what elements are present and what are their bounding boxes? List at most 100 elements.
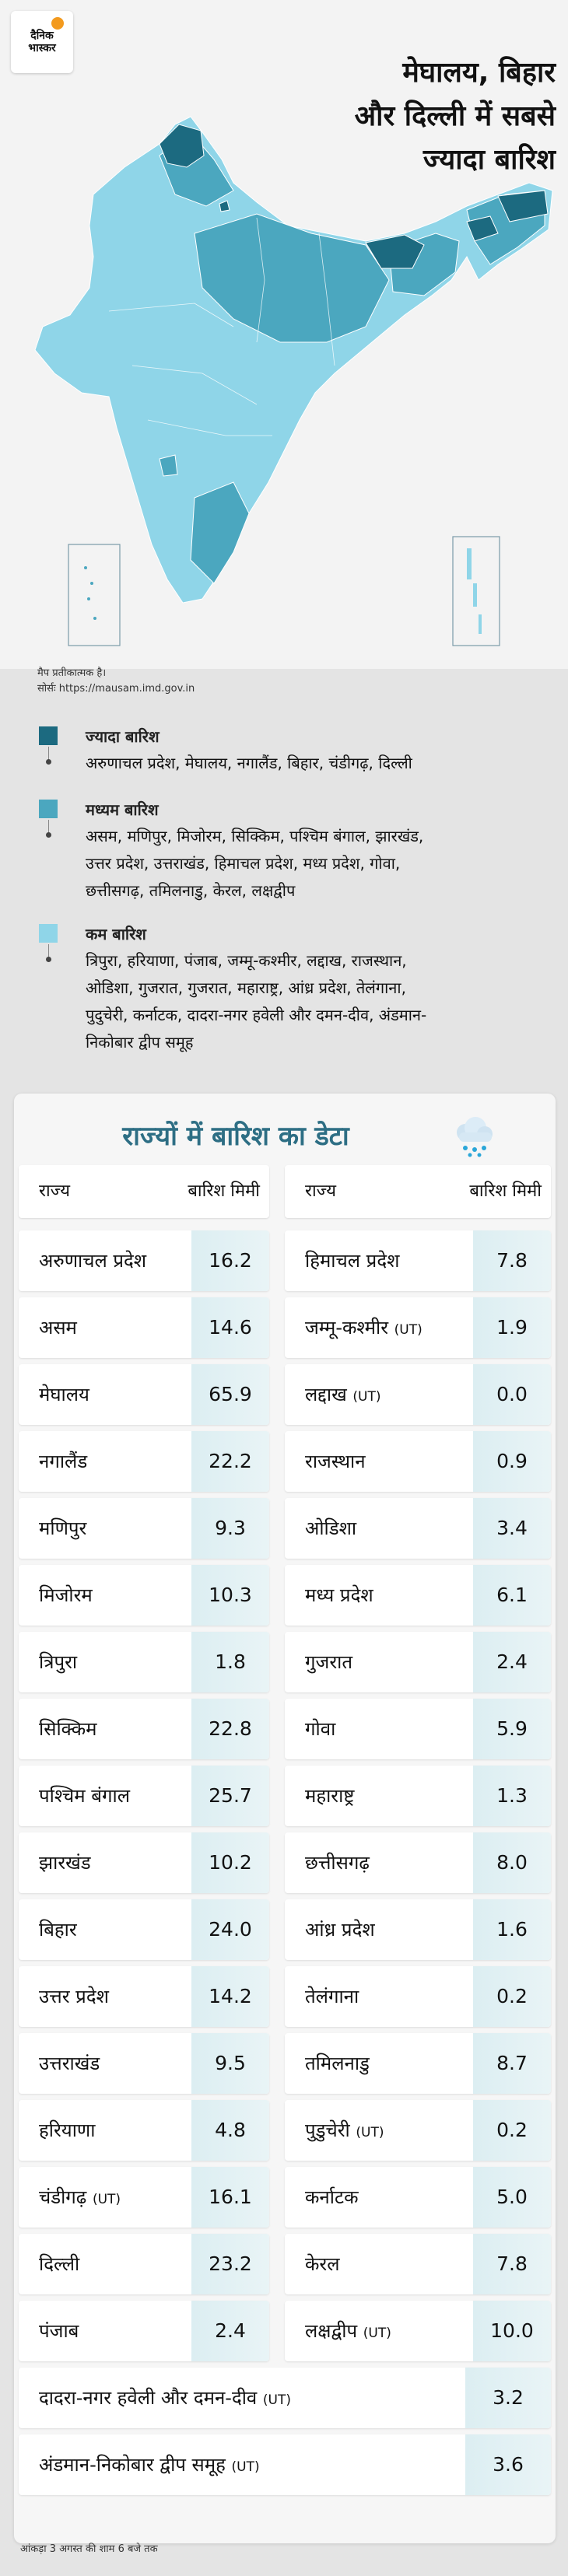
table-row: नगालैंड 22.2 <box>19 1431 269 1492</box>
header-rain: बारिश मिमी <box>188 1181 260 1201</box>
state-label: हिमाचल प्रदेश <box>305 1250 400 1272</box>
table-row: मेघालय 65.9 <box>19 1364 269 1425</box>
state-name: असम <box>39 1316 77 1339</box>
state-label: अरुणाचल प्रदेश <box>39 1250 147 1272</box>
rain-value: 24.0 <box>191 1899 269 1960</box>
table-row: पुडुचेरी (UT) 0.2 <box>285 2100 551 2161</box>
rain-value: 8.7 <box>473 2033 551 2094</box>
brand-line-2: भास्कर <box>28 42 56 54</box>
table-row: मणिपुर 9.3 <box>19 1498 269 1559</box>
state-name: चंडीगढ़ (UT) <box>39 2186 121 2211</box>
rainfall-data-card: राज्यों में बारिश का डेटा राज्य बारिश मि… <box>14 1094 556 2543</box>
state-name: बिहार <box>39 1918 77 1941</box>
bullet-icon <box>46 957 51 962</box>
map-region-central <box>194 213 390 343</box>
state-name: मध्य प्रदेश <box>305 1584 373 1607</box>
rain-cloud-icon <box>457 1117 493 1157</box>
table-row: झारखंड 10.2 <box>19 1832 269 1893</box>
bullet-icon <box>46 832 51 838</box>
legend-text: पुदुचेरी, कर्नाटक, दादरा-नगर हवेली और दम… <box>86 1006 427 1024</box>
header-state: राज्य <box>305 1181 337 1201</box>
legend-text: उत्तर प्रदेश, उत्तराखंड, हिमाचल प्रदेश, … <box>86 854 401 873</box>
state-name: जम्मू-कश्मीर (UT) <box>305 1316 422 1342</box>
state-label: कर्नाटक <box>305 2186 359 2208</box>
rain-value: 10.2 <box>191 1832 269 1893</box>
state-label: ओडिशा <box>305 1517 357 1539</box>
state-name: ओडिशा <box>305 1517 356 1540</box>
lakshadweep-box <box>68 544 121 646</box>
state-label: पश्चिम बंगाल <box>39 1785 130 1807</box>
state-label: चंडीगढ़ <box>39 2186 87 2208</box>
rain-value: 9.3 <box>191 1498 269 1559</box>
state-label: मिजोरम <box>39 1584 93 1606</box>
table-row: चंडीगढ़ (UT) 16.1 <box>19 2167 269 2228</box>
ut-tag: (UT) <box>92 2192 121 2207</box>
rain-value: 0.2 <box>473 2100 551 2161</box>
state-name: दादरा-नगर हवेली और दमन-दीव (UT) <box>39 2386 291 2412</box>
rain-value: 5.9 <box>473 1699 551 1759</box>
table-row: कर्नाटक 5.0 <box>285 2167 551 2228</box>
state-name: केरल <box>305 2252 340 2276</box>
table-row: हिमाचल प्रदेश 7.8 <box>285 1230 551 1291</box>
headline-line-2: और दिल्ली में सबसे <box>354 100 556 132</box>
table-row: उत्तर प्रदेश 14.2 <box>19 1966 269 2027</box>
legend-text: त्रिपुरा, हरियाणा, पंजाब, जम्मू-कश्मीर, … <box>86 951 407 970</box>
table-row: हरियाणा 4.8 <box>19 2100 269 2161</box>
state-label: महाराष्ट्र <box>305 1785 355 1807</box>
state-label: पुडुचेरी <box>305 2119 350 2141</box>
state-name: पश्चिम बंगाल <box>39 1784 130 1808</box>
state-name: राजस्थान <box>305 1450 366 1473</box>
state-label: लद्दाख <box>305 1384 347 1405</box>
table-row: आंध्र प्रदेश 1.6 <box>285 1899 551 1960</box>
map-disclaimer: मैप प्रतीकात्मक है। <box>37 667 107 679</box>
legend-text: ओडिशा, गुजरात, गुजरात, महाराष्ट्र, आंध्र… <box>86 978 406 997</box>
state-name: पुडुचेरी (UT) <box>305 2119 384 2144</box>
table-row: पश्चिम बंगाल 25.7 <box>19 1766 269 1826</box>
state-label: उत्तराखंड <box>39 2053 100 2074</box>
state-name: महाराष्ट्र <box>305 1784 354 1808</box>
rain-value: 22.8 <box>191 1699 269 1759</box>
state-name: उत्तराखंड <box>39 2052 100 2075</box>
state-label: नगालैंड <box>39 1451 88 1472</box>
state-label: लक्षद्वीप <box>305 2320 358 2342</box>
map-region-jammu-kashmir <box>159 124 205 168</box>
legend-title: कम बारिश <box>86 925 146 943</box>
table-row: अंडमान-निकोबार द्वीप समूह (UT) 3.6 <box>19 2434 551 2495</box>
state-label: सिक्किम <box>39 1718 97 1740</box>
brand-line-1: दैनिक <box>30 30 54 42</box>
rain-value: 0.9 <box>473 1431 551 1492</box>
ut-tag: (UT) <box>356 2125 384 2140</box>
footnote: आंकड़ा 3 अगस्त की शाम 6 बजे तक <box>20 2543 158 2555</box>
state-name: उत्तर प्रदेश <box>39 1985 109 2008</box>
state-label: उत्तर प्रदेश <box>39 1986 109 2007</box>
state-label: अंडमान-निकोबार द्वीप समूह <box>39 2454 226 2476</box>
state-label: गुजरात <box>305 1651 353 1673</box>
ut-tag: (UT) <box>394 1322 422 1338</box>
state-label: मेघालय <box>39 1384 89 1405</box>
rain-value: 1.9 <box>473 1297 551 1358</box>
rain-value: 7.8 <box>473 2234 551 2294</box>
state-label: असम <box>39 1317 77 1339</box>
headline-line-3: ज्यादा बारिश <box>422 144 556 176</box>
rain-value: 25.7 <box>191 1766 269 1826</box>
state-name: नगालैंड <box>39 1450 87 1473</box>
table-row: राजस्थान 0.9 <box>285 1431 551 1492</box>
state-label: त्रिपुरा <box>39 1651 78 1673</box>
rain-value: 1.6 <box>473 1899 551 1960</box>
state-name: मिजोरम <box>39 1584 93 1607</box>
table-row: मध्य प्रदेश 6.1 <box>285 1565 551 1626</box>
state-name: मणिपुर <box>39 1517 86 1540</box>
table-header-left: राज्य बारिश मिमी <box>19 1165 269 1218</box>
map-region-delhi <box>219 200 230 212</box>
rain-value: 5.0 <box>473 2167 551 2228</box>
legend-swatch-low <box>39 924 58 943</box>
rain-value: 22.2 <box>191 1431 269 1492</box>
state-name: त्रिपुरा <box>39 1650 77 1674</box>
ut-tag: (UT) <box>231 2459 260 2475</box>
table-row: तमिलनाडु 8.7 <box>285 2033 551 2094</box>
rain-value: 3.6 <box>465 2434 551 2495</box>
table-row: महाराष्ट्र 1.3 <box>285 1766 551 1826</box>
map-note: मैप प्रतीकात्मक है। सोर्सः https://mausa… <box>37 666 195 697</box>
ut-tag: (UT) <box>262 2392 291 2408</box>
map-base-shape <box>34 116 553 604</box>
